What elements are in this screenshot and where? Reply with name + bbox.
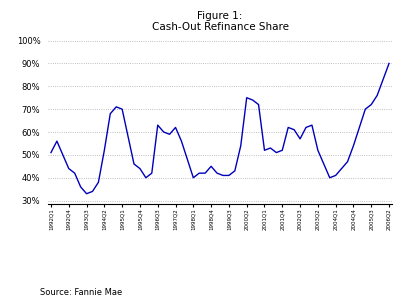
Text: Source: Fannie Mae: Source: Fannie Mae <box>40 288 122 297</box>
Title: Figure 1:
Cash-Out Refinance Share: Figure 1: Cash-Out Refinance Share <box>152 11 288 32</box>
